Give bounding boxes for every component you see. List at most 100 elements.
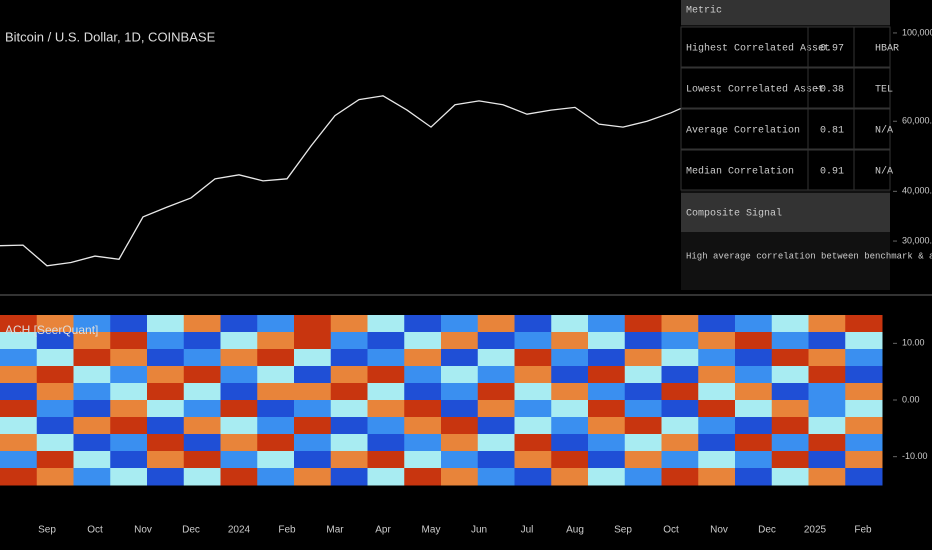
heat-cell [183,451,221,469]
heat-cell [404,417,442,435]
heat-cell [661,332,699,350]
heat-cell [735,468,773,486]
signal-header: Composite Signal [686,208,782,220]
heat-cell [845,400,883,418]
x-tick-label: Jun [471,525,487,536]
heat-cell [110,434,148,452]
heat-cell [441,315,479,333]
heat-cell [698,468,736,486]
heat-cell [661,451,699,469]
heat-cell [551,417,589,435]
heat-cell [624,468,662,486]
heat-cell [771,434,809,452]
heat-cell [147,417,185,435]
heat-cell [36,366,74,384]
heat-cell [698,434,736,452]
heat-cell [0,434,38,452]
heat-cell [367,400,405,418]
heat-cell [477,349,515,367]
heat-cell [330,468,368,486]
metric-label: Lowest Correlated Asset [686,84,824,96]
heat-cell [551,383,589,401]
heat-cell [404,332,442,350]
heat-cell [73,383,111,401]
heat-cell [147,332,185,350]
heat-cell [624,349,662,367]
heat-cell [0,349,38,367]
heat-cell [808,349,846,367]
heat-cell [367,434,405,452]
heat-cell [404,315,442,333]
y-tick-label: 30,000.00 [902,235,932,245]
heat-cell [551,400,589,418]
heat-cell [514,315,552,333]
heat-cell [110,332,148,350]
heat-cell [735,417,773,435]
heat-cell [845,417,883,435]
heat-cell [735,366,773,384]
heat-cell [183,400,221,418]
row-bg [680,67,891,109]
heat-cell [477,366,515,384]
heat-cell [661,315,699,333]
heat-cell [147,366,185,384]
metric-label: Average Correlation [686,125,800,137]
heat-cell [624,451,662,469]
heat-cell [183,349,221,367]
x-tick-label: May [422,525,441,536]
heat-cell [588,417,626,435]
heat-cell [514,400,552,418]
heat-cell [771,400,809,418]
heat-cell [367,383,405,401]
heat-cell [294,400,332,418]
heat-cell [771,332,809,350]
heat-cell [477,315,515,333]
heat-cell [477,383,515,401]
heat-cell [330,366,368,384]
heat-cell [808,434,846,452]
heat-cell [147,451,185,469]
heat-cell [514,417,552,435]
heat-cell [404,400,442,418]
heat-cell [551,349,589,367]
heat-cell [441,383,479,401]
heat-cell [294,434,332,452]
heat-cell [404,383,442,401]
metric-asset: TEL [875,85,893,96]
heat-cell [220,468,258,486]
heat-cell [698,332,736,350]
heat-cell [257,366,295,384]
heat-cell [845,349,883,367]
heat-cell [257,315,295,333]
heat-cell [735,332,773,350]
heat-cell [36,383,74,401]
heat-cell [771,315,809,333]
heat-cell [73,451,111,469]
heat-cell [551,315,589,333]
heat-cell [514,434,552,452]
heat-cell [624,400,662,418]
heat-cell [514,366,552,384]
heat-cell [771,451,809,469]
row-bg [680,108,891,150]
heat-cell [808,417,846,435]
heat-cell [661,349,699,367]
heat-cell [36,349,74,367]
heat-cell [441,417,479,435]
heat-cell [588,349,626,367]
x-tick-label: Mar [326,525,344,536]
heat-cell [661,400,699,418]
heat-cell [183,417,221,435]
heat-cell [36,315,74,333]
heat-cell [73,315,111,333]
heat-cell [110,400,148,418]
heat-cell [771,383,809,401]
heat-cell [367,366,405,384]
x-tick-label: Dec [758,525,776,536]
heat-cell [73,434,111,452]
heat-cell [404,451,442,469]
heat-cell [367,417,405,435]
signal-text: High average correlation between benchma… [686,251,932,261]
heat-cell [257,332,295,350]
